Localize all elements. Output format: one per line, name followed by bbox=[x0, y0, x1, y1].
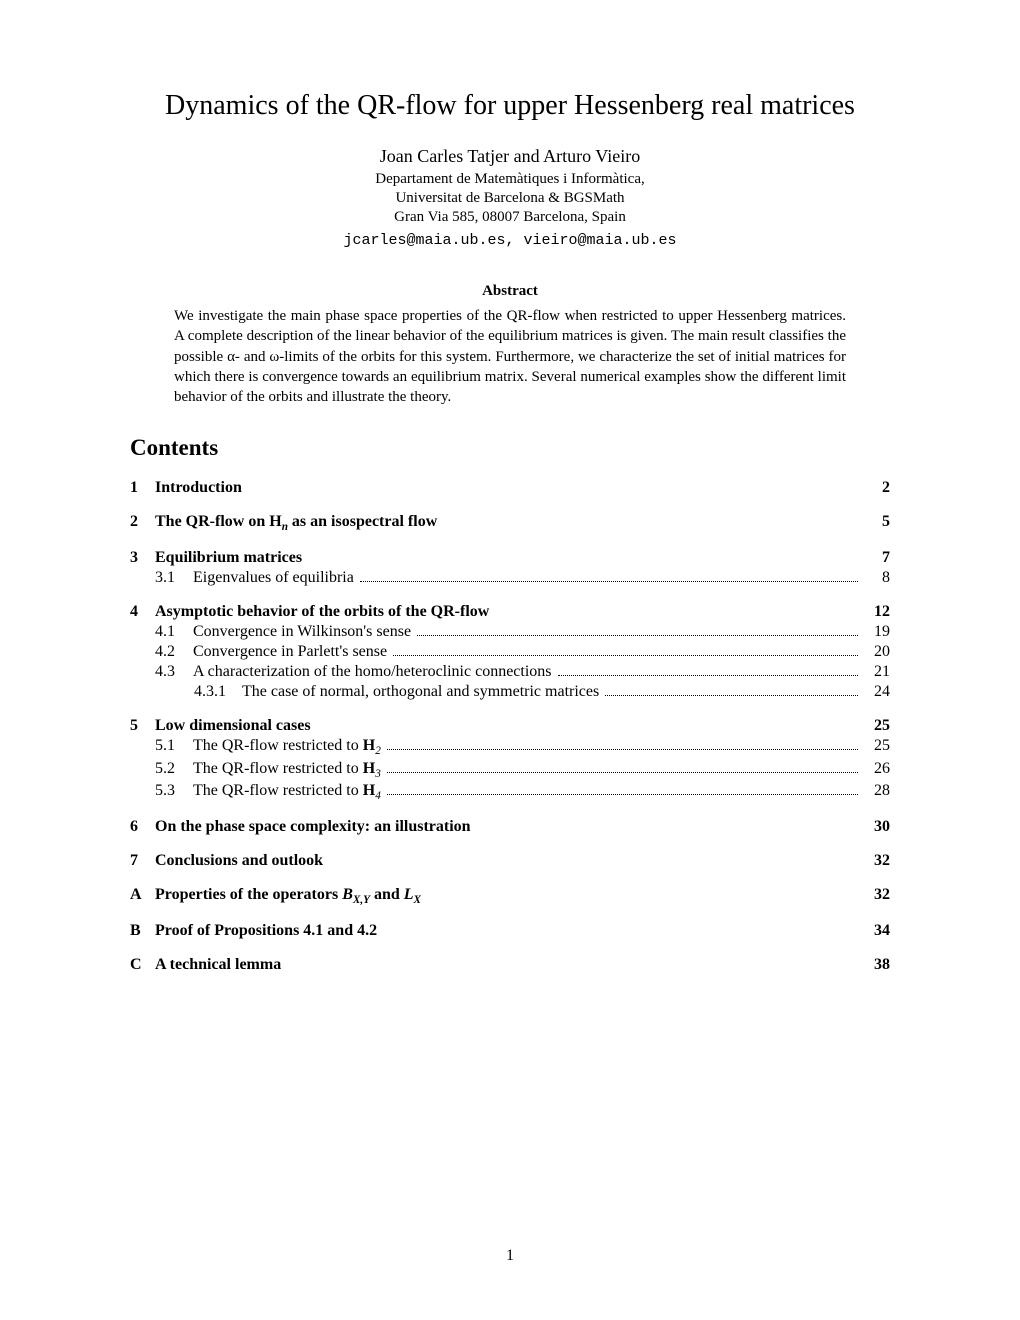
toc-entry-label: Low dimensional cases bbox=[155, 717, 311, 735]
table-of-contents: 1Introduction22The QR-flow on Hn as an i… bbox=[130, 479, 890, 974]
toc-entry: 4Asymptotic behavior of the orbits of th… bbox=[130, 603, 890, 621]
toc-entry: 4.2Convergence in Parlett's sense 20 bbox=[130, 643, 890, 661]
affiliation-line-2: Universitat de Barcelona & BGSMath bbox=[130, 190, 890, 207]
toc-entry-page: 38 bbox=[862, 956, 890, 974]
toc-entry: AProperties of the operators BX,Y and LX… bbox=[130, 886, 890, 906]
toc-entry: 4.3A characterization of the homo/hetero… bbox=[130, 663, 890, 681]
toc-entry-page: 34 bbox=[862, 922, 890, 940]
author-emails: jcarles@maia.ub.es, vieiro@maia.ub.es bbox=[130, 232, 890, 249]
toc-entry: 2The QR-flow on Hn as an isospectral flo… bbox=[130, 513, 890, 533]
toc-entry-number: 4.3 bbox=[155, 663, 193, 681]
toc-dots bbox=[605, 695, 858, 696]
toc-entry-label: Asymptotic behavior of the orbits of the… bbox=[155, 603, 489, 621]
toc-entry-number: 4 bbox=[130, 603, 155, 621]
toc-entry-number: 2 bbox=[130, 513, 155, 531]
toc-entry-number: 5.3 bbox=[155, 782, 193, 800]
toc-entry-label: The case of normal, orthogonal and symme… bbox=[242, 683, 599, 701]
toc-entry-page: 19 bbox=[862, 623, 890, 641]
toc-entry: 3.1Eigenvalues of equilibria 8 bbox=[130, 569, 890, 587]
toc-entry-label: The QR-flow restricted to H4 bbox=[193, 782, 381, 802]
toc-entry-page: 28 bbox=[862, 782, 890, 800]
page-number: 1 bbox=[0, 1247, 1020, 1265]
affiliation-line-1: Departament de Matemàtiques i Informàtic… bbox=[130, 171, 890, 188]
toc-entry: 1Introduction 2 bbox=[130, 479, 890, 497]
abstract-heading: Abstract bbox=[130, 283, 890, 300]
toc-entry-number: 3 bbox=[130, 549, 155, 567]
toc-entry-label: The QR-flow restricted to H3 bbox=[193, 760, 381, 780]
toc-dots bbox=[360, 581, 858, 582]
toc-entry-label: Eigenvalues of equilibria bbox=[193, 569, 354, 587]
toc-entry-label: Introduction bbox=[155, 479, 242, 497]
toc-entry: BProof of Propositions 4.1 and 4.2 34 bbox=[130, 922, 890, 940]
toc-entry-number: 4.2 bbox=[155, 643, 193, 661]
toc-entry: 5Low dimensional cases 25 bbox=[130, 717, 890, 735]
toc-entry-number: 7 bbox=[130, 852, 155, 870]
toc-entry: 7Conclusions and outlook 32 bbox=[130, 852, 890, 870]
toc-entry-label: A technical lemma bbox=[155, 956, 281, 974]
toc-dots bbox=[417, 635, 858, 636]
toc-entry-page: 20 bbox=[862, 643, 890, 661]
toc-entry-label: The QR-flow on Hn as an isospectral flow bbox=[155, 513, 437, 533]
toc-entry-number: 1 bbox=[130, 479, 155, 497]
toc-entry-label: Convergence in Parlett's sense bbox=[193, 643, 387, 661]
toc-entry-number: 4.1 bbox=[155, 623, 193, 641]
toc-entry-label: On the phase space complexity: an illust… bbox=[155, 818, 471, 836]
toc-entry-number: C bbox=[130, 956, 155, 974]
toc-entry-label: Proof of Propositions 4.1 and 4.2 bbox=[155, 922, 377, 940]
toc-entry-page: 8 bbox=[862, 569, 890, 587]
toc-entry-number: 5 bbox=[130, 717, 155, 735]
toc-entry-number: 5.1 bbox=[155, 737, 193, 755]
toc-entry-number: A bbox=[130, 886, 155, 904]
authors: Joan Carles Tatjer and Arturo Vieiro bbox=[130, 146, 890, 167]
toc-entry-page: 25 bbox=[862, 717, 890, 735]
toc-entry-page: 30 bbox=[862, 818, 890, 836]
toc-entry: 3Equilibrium matrices 7 bbox=[130, 549, 890, 567]
toc-entry-page: 2 bbox=[862, 479, 890, 497]
toc-entry-number: 4.3.1 bbox=[194, 683, 242, 701]
toc-entry: 4.3.1The case of normal, orthogonal and … bbox=[130, 683, 890, 701]
affiliation-line-3: Gran Via 585, 08007 Barcelona, Spain bbox=[130, 209, 890, 226]
toc-entry: 5.3The QR-flow restricted to H4 28 bbox=[130, 782, 890, 802]
contents-heading: Contents bbox=[130, 435, 890, 461]
toc-entry-page: 21 bbox=[862, 663, 890, 681]
toc-entry-label: Equilibrium matrices bbox=[155, 549, 302, 567]
toc-dots bbox=[387, 794, 858, 795]
toc-entry: CA technical lemma 38 bbox=[130, 956, 890, 974]
toc-entry-label: Convergence in Wilkinson's sense bbox=[193, 623, 411, 641]
toc-entry-page: 5 bbox=[862, 513, 890, 531]
toc-entry-page: 32 bbox=[862, 852, 890, 870]
toc-entry-page: 26 bbox=[862, 760, 890, 778]
toc-entry-number: 6 bbox=[130, 818, 155, 836]
toc-entry: 6On the phase space complexity: an illus… bbox=[130, 818, 890, 836]
toc-entry-label: A characterization of the homo/heterocli… bbox=[193, 663, 552, 681]
toc-entry: 5.2The QR-flow restricted to H3 26 bbox=[130, 760, 890, 780]
toc-entry-page: 24 bbox=[862, 683, 890, 701]
toc-dots bbox=[387, 772, 858, 773]
toc-entry-label: The QR-flow restricted to H2 bbox=[193, 737, 381, 757]
toc-entry-number: 3.1 bbox=[155, 569, 193, 587]
toc-entry-page: 12 bbox=[862, 603, 890, 621]
toc-entry-number: 5.2 bbox=[155, 760, 193, 778]
toc-entry-page: 7 bbox=[862, 549, 890, 567]
toc-dots bbox=[387, 749, 858, 750]
toc-entry-label: Properties of the operators BX,Y and LX bbox=[155, 886, 421, 906]
toc-entry-label: Conclusions and outlook bbox=[155, 852, 323, 870]
toc-dots bbox=[393, 655, 858, 656]
toc-entry-number: B bbox=[130, 922, 155, 940]
paper-title: Dynamics of the QR-flow for upper Hessen… bbox=[130, 90, 890, 122]
toc-entry: 5.1The QR-flow restricted to H2 25 bbox=[130, 737, 890, 757]
abstract-body: We investigate the main phase space prop… bbox=[174, 306, 846, 407]
toc-entry-page: 25 bbox=[862, 737, 890, 755]
toc-entry: 4.1Convergence in Wilkinson's sense 19 bbox=[130, 623, 890, 641]
toc-entry-page: 32 bbox=[862, 886, 890, 904]
toc-dots bbox=[558, 675, 858, 676]
